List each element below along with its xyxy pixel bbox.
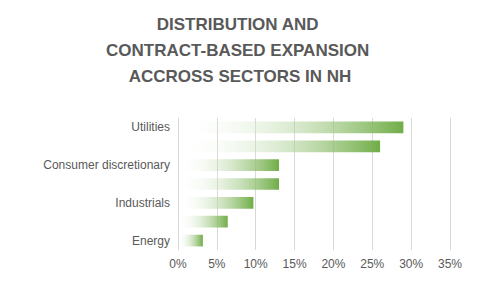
svg-text:35%: 35% bbox=[438, 257, 462, 271]
svg-text:DISTRIBUTION AND: DISTRIBUTION AND bbox=[157, 15, 324, 34]
svg-text:Consumer discretionary: Consumer discretionary bbox=[43, 158, 170, 172]
svg-text:10%: 10% bbox=[244, 257, 268, 271]
svg-text:ACCROSS SECTORS IN NH: ACCROSS SECTORS IN NH bbox=[129, 67, 352, 86]
svg-text:0%: 0% bbox=[169, 257, 187, 271]
svg-text:Utilities: Utilities bbox=[131, 120, 170, 134]
svg-text:5%: 5% bbox=[208, 257, 226, 271]
svg-text:15%: 15% bbox=[283, 257, 307, 271]
svg-text:25%: 25% bbox=[360, 257, 384, 271]
svg-text:Energy: Energy bbox=[132, 234, 170, 248]
svg-text:CONTRACT-BASED EXPANSION: CONTRACT-BASED EXPANSION bbox=[106, 41, 374, 60]
svg-text:20%: 20% bbox=[321, 257, 345, 271]
svg-text:Industrials: Industrials bbox=[115, 196, 170, 210]
svg-text:30%: 30% bbox=[399, 257, 423, 271]
